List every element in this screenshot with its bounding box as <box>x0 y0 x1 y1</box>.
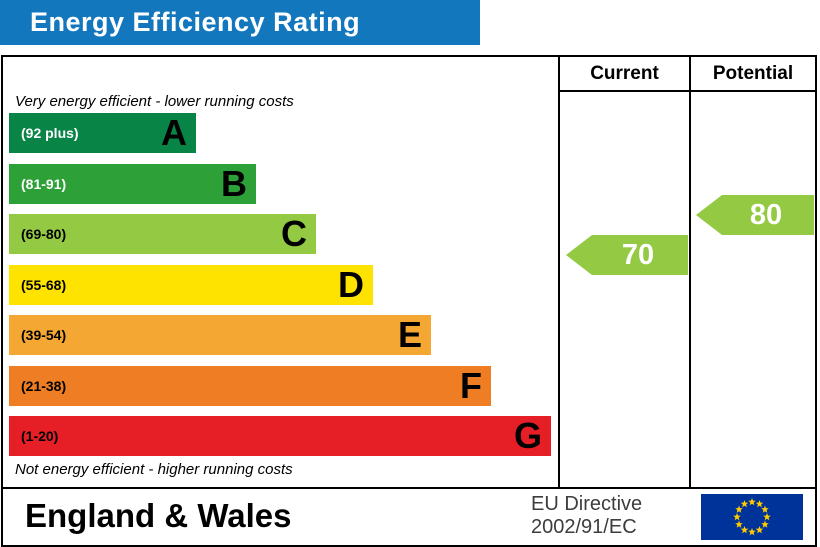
eu-directive-label: EU Directive 2002/91/EC <box>531 493 642 539</box>
potential-column-header: Potential <box>712 63 794 84</box>
band-d: (55-68) D <box>9 265 373 305</box>
eu-directive-line1: EU Directive <box>531 493 643 515</box>
band-e: (39-54) E <box>9 315 431 355</box>
rating-table: Current Potential Very energy efficient … <box>1 55 817 547</box>
footer-divider <box>3 487 815 489</box>
column-divider-potential <box>689 57 691 487</box>
current-rating-arrow: 70 <box>566 235 688 275</box>
band-g: (1-20) G <box>9 416 551 456</box>
band-f: (21-38) F <box>9 366 491 406</box>
potential-rating-arrow: 80 <box>696 195 814 235</box>
band-f-range: (21-38) <box>21 378 67 394</box>
band-c-letter: C <box>281 213 307 254</box>
column-divider-current <box>558 57 560 487</box>
band-f-letter: F <box>460 365 482 406</box>
efficient-note: Very energy efficient - lower running co… <box>15 93 294 110</box>
band-a: (92 plus) A <box>9 113 196 153</box>
inefficient-note: Not energy efficient - higher running co… <box>15 461 293 478</box>
band-a-range: (92 plus) <box>21 125 79 141</box>
band-c-range: (69-80) <box>21 226 67 242</box>
page-title: Energy Efficiency Rating <box>0 0 480 45</box>
eu-directive-line2: 2002/91/EC <box>531 516 637 538</box>
band-e-letter: E <box>397 314 422 355</box>
band-d-range: (55-68) <box>21 277 67 293</box>
eu-flag-icon <box>701 494 803 540</box>
band-c: (69-80) C <box>9 214 316 254</box>
band-b: (81-91) B <box>9 164 256 204</box>
band-a-letter: A <box>161 112 187 153</box>
band-d-letter: D <box>338 264 364 305</box>
band-g-range: (1-20) <box>21 428 59 444</box>
band-e-range: (39-54) <box>21 327 67 343</box>
band-b-letter: B <box>221 163 247 204</box>
region-label: England & Wales <box>25 497 292 534</box>
band-g-letter: G <box>513 415 542 456</box>
current-column-header: Current <box>590 63 659 84</box>
band-b-range: (81-91) <box>21 176 67 192</box>
header-underline <box>558 90 815 92</box>
